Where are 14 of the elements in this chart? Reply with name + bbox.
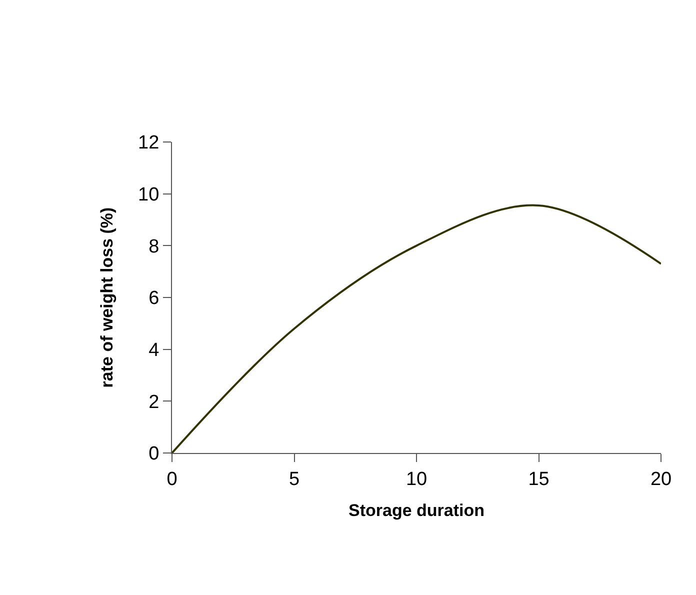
x-tick-label: 5 xyxy=(288,468,300,490)
y-tick-label: 2 xyxy=(148,392,160,413)
x-axis-title: Storage duration xyxy=(348,501,485,520)
x-tick-label: 0 xyxy=(166,468,178,490)
x-tick-label: 10 xyxy=(406,468,428,490)
y-tick-label: 10 xyxy=(138,184,160,206)
y-tick-label: 0 xyxy=(148,444,160,465)
x-tick-label: 20 xyxy=(650,468,672,490)
y-tick-label: 8 xyxy=(148,236,160,258)
y-tick-label: 12 xyxy=(138,132,160,154)
x-tick-label: 15 xyxy=(528,468,550,490)
y-axis-title: rate of weight loss (%) xyxy=(98,207,117,388)
y-tick-label: 4 xyxy=(148,340,160,361)
y-tick-label: 6 xyxy=(148,288,160,310)
